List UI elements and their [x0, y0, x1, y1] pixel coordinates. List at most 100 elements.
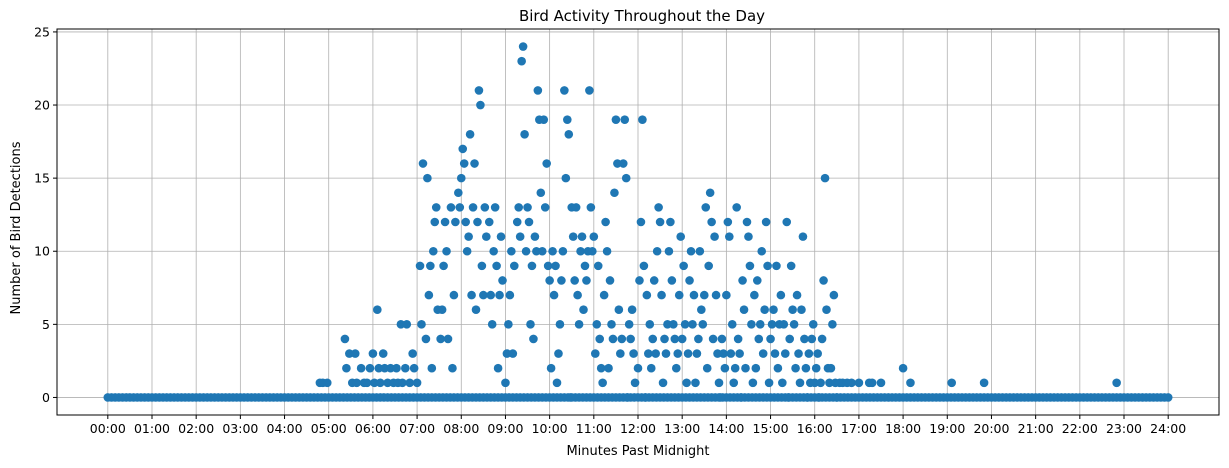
data-point	[493, 363, 503, 373]
data-point	[322, 378, 332, 388]
data-point	[473, 217, 482, 227]
data-point	[599, 290, 609, 300]
data-point	[627, 305, 637, 315]
data-point	[342, 363, 351, 373]
data-point	[716, 393, 725, 402]
data-point	[613, 159, 622, 168]
data-point	[786, 261, 796, 271]
data-point	[723, 217, 733, 227]
data-point	[443, 334, 453, 344]
x-tick-label: 09:00	[487, 421, 523, 436]
data-point	[370, 378, 379, 388]
x-tick-label: 02:00	[178, 421, 214, 436]
data-point	[610, 188, 619, 198]
data-point	[652, 246, 662, 256]
data-point	[558, 246, 568, 256]
data-point	[380, 363, 389, 373]
data-point	[455, 203, 465, 212]
data-point	[766, 334, 775, 344]
data-point	[685, 276, 694, 285]
x-tick-label: 14:00	[708, 421, 744, 436]
data-point	[524, 217, 534, 227]
data-point	[477, 261, 487, 271]
data-point	[611, 115, 621, 124]
data-point	[782, 217, 792, 227]
data-point	[717, 334, 727, 344]
data-point	[807, 334, 817, 344]
data-point	[646, 363, 656, 373]
x-axis-label: Minutes Past Midnight	[566, 444, 709, 459]
y-tick-label: 0	[42, 390, 50, 405]
data-point	[620, 115, 630, 124]
data-point	[352, 378, 362, 388]
data-point	[421, 334, 431, 344]
x-tick-label: 11:00	[576, 421, 612, 436]
data-point	[726, 349, 736, 358]
data-point	[451, 217, 460, 227]
data-point	[691, 378, 700, 388]
data-point	[797, 305, 806, 315]
data-point	[482, 232, 491, 241]
data-point	[776, 290, 786, 300]
data-point	[427, 363, 437, 373]
data-point	[580, 261, 590, 271]
data-point	[732, 203, 741, 212]
data-point	[430, 217, 440, 227]
data-point	[629, 349, 638, 358]
data-point	[657, 290, 666, 300]
data-point	[676, 232, 686, 241]
data-point	[520, 129, 529, 139]
data-point	[661, 349, 671, 358]
data-point	[671, 363, 681, 373]
data-point	[509, 261, 519, 271]
data-point	[592, 320, 602, 329]
data-point	[828, 320, 837, 329]
data-point	[694, 334, 703, 344]
x-tick-label: 24:00	[1150, 421, 1186, 436]
data-point	[517, 56, 526, 66]
data-point	[426, 261, 435, 271]
data-point	[760, 305, 769, 315]
data-point	[794, 349, 803, 358]
data-point	[722, 290, 731, 300]
data-point	[607, 320, 616, 329]
data-point	[947, 378, 956, 388]
data-point	[504, 320, 513, 329]
data-point	[819, 276, 828, 285]
data-point	[608, 334, 618, 344]
data-point	[757, 246, 767, 256]
x-tick-label: 20:00	[973, 421, 1009, 436]
data-point	[574, 320, 584, 329]
data-point	[698, 320, 708, 329]
data-point	[571, 203, 581, 212]
y-tick-label: 20	[34, 98, 50, 113]
x-tick-label: 13:00	[664, 421, 700, 436]
data-point	[725, 232, 734, 241]
data-point	[825, 378, 834, 388]
data-point	[501, 378, 510, 388]
data-point	[705, 188, 715, 198]
data-point	[636, 217, 646, 227]
data-point	[822, 305, 831, 315]
data-point	[689, 290, 699, 300]
x-tick-label: 15:00	[753, 421, 789, 436]
data-point	[495, 290, 504, 300]
data-point	[780, 349, 790, 358]
data-point	[708, 334, 718, 344]
data-point	[368, 349, 378, 358]
data-point	[418, 159, 428, 168]
data-point	[446, 203, 456, 212]
data-point	[758, 349, 768, 358]
data-point	[464, 232, 473, 241]
data-point	[667, 276, 677, 285]
data-point	[536, 188, 546, 198]
data-point	[770, 349, 780, 358]
data-point	[738, 276, 747, 285]
data-point	[555, 320, 565, 329]
data-point	[424, 290, 434, 300]
data-point	[763, 261, 772, 271]
data-point	[751, 363, 761, 373]
y-tick-label: 5	[42, 317, 50, 332]
